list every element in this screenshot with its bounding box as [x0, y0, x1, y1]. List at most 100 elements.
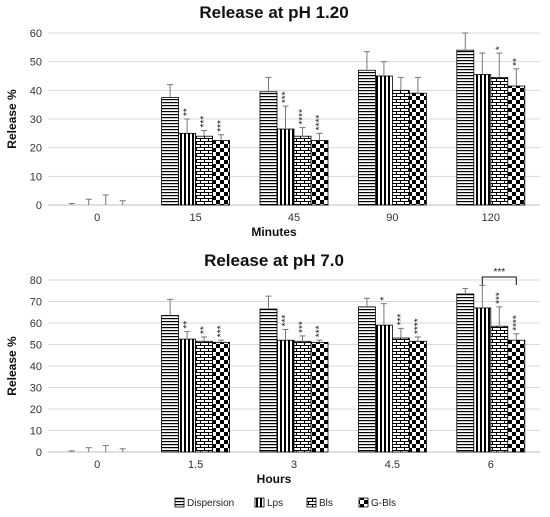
legend-item-g-bls: G-Bls [358, 497, 396, 509]
significance-mark: *** [281, 315, 292, 327]
bar-g-bls [408, 92, 427, 206]
y-tick-label: 40 [30, 361, 42, 373]
legend-item-dispersion: Dispersion [174, 497, 234, 509]
significance-mark: **** [315, 115, 326, 131]
bar-dispersion [357, 306, 376, 453]
bar-lps [276, 339, 295, 453]
significance-mark: *** [199, 116, 210, 128]
significance-mark: ** [182, 321, 193, 329]
chart-panel-1: Release at pH 1.20 0 10 20 30 40 50 60 Release %… [5, 3, 540, 239]
significance-mark: **** [413, 318, 424, 334]
y-tick-label: 10 [30, 426, 42, 438]
bar-bls [195, 135, 214, 206]
bar-bls [490, 325, 509, 453]
chart-title: Release at pH 1.20 [199, 3, 348, 22]
bar-lps [374, 75, 393, 206]
x-tick-label: 4.5 [385, 459, 400, 471]
legend-label: G-Bls [371, 498, 396, 509]
y-tick-label: 0 [36, 200, 42, 212]
legend-swatch [306, 497, 317, 508]
significance-mark: **** [511, 315, 522, 331]
y-tick-label: 40 [30, 85, 42, 97]
chart-panel-2: Release at pH 7.001020304050607080Releas… [5, 251, 540, 486]
y-tick-label: 20 [30, 404, 42, 416]
significance-mark: *** [281, 91, 292, 103]
bar-lps [374, 324, 393, 453]
y-tick-label: 50 [30, 57, 42, 69]
bar-g-bls [507, 85, 526, 206]
y-tick-label: 60 [30, 318, 42, 330]
bar-dispersion [259, 308, 278, 453]
legend-label: Lps [267, 498, 283, 509]
significance-mark: **** [298, 109, 309, 125]
bar-lps [178, 338, 197, 453]
legend-label: Dispersion [187, 498, 234, 509]
bar-g-bls [408, 340, 427, 453]
y-tick-label: 20 [30, 143, 42, 155]
x-tick-label: 45 [288, 212, 300, 224]
bar-bls [490, 77, 509, 206]
bar-bls [293, 135, 312, 206]
bar-g-bls [310, 341, 329, 453]
legend-item-bls: Bls [306, 497, 333, 509]
bar-dispersion [161, 97, 180, 206]
bar-g-bls [212, 341, 231, 453]
x-tick-label: 1.5 [188, 459, 203, 471]
bar-dispersion [161, 315, 180, 453]
significance-mark: * [494, 46, 505, 50]
significance-mark: *** [494, 292, 505, 304]
legend-label: Bls [319, 498, 333, 509]
x-tick-label: 0 [94, 459, 100, 471]
bar-bls [391, 337, 410, 453]
x-tick-label: 120 [482, 212, 500, 224]
legend-swatch [254, 497, 265, 508]
bracket-label: *** [493, 267, 505, 278]
bar-g-bls [212, 140, 231, 206]
bracket-line [481, 276, 517, 285]
y-tick-label: 50 [30, 340, 42, 352]
x-tick-label: 3 [291, 459, 297, 471]
significance-mark: ** [182, 108, 193, 116]
bar-bls [391, 89, 410, 206]
legend-swatch [174, 497, 185, 508]
x-axis-label: Minutes [251, 225, 297, 239]
y-tick-label: 70 [30, 297, 42, 309]
x-tick-label: 15 [189, 212, 201, 224]
significance-mark: ** [511, 58, 522, 66]
legend-item-lps: Lps [254, 497, 283, 509]
y-tick-label: 0 [36, 447, 42, 459]
bar-dispersion [259, 91, 278, 206]
x-tick-label: 6 [488, 459, 494, 471]
y-axis-label: Release % [5, 336, 19, 396]
bar-lps [178, 132, 197, 206]
bar-dispersion [456, 293, 475, 453]
bar-g-bls [507, 339, 526, 453]
chart-legend: Dispersion Lps Bls G-Bls [174, 497, 396, 509]
significance-mark: *** [298, 321, 309, 333]
bar-lps [473, 74, 492, 206]
bar-dispersion [357, 69, 376, 206]
significance-mark: *** [396, 314, 407, 326]
significance-mark: ** [199, 326, 210, 334]
y-tick-label: 60 [30, 28, 42, 40]
chart-title: Release at pH 7.0 [204, 251, 344, 270]
y-tick-label: 30 [30, 383, 42, 395]
x-axis-label: Hours [257, 472, 292, 486]
bar-bls [293, 340, 312, 453]
y-tick-label: 80 [30, 275, 42, 287]
bar-bls [195, 340, 214, 453]
significance-bracket: *** [481, 267, 517, 285]
x-tick-label: 90 [386, 212, 398, 224]
y-tick-label: 10 [30, 171, 42, 183]
bar-lps [276, 128, 295, 206]
significance-mark: *** [315, 325, 326, 337]
legend-swatch [358, 497, 369, 508]
significance-mark: * [379, 297, 390, 301]
bar-lps [473, 307, 492, 453]
x-tick-label: 0 [94, 212, 100, 224]
significance-mark: *** [216, 120, 227, 132]
y-tick-label: 30 [30, 114, 42, 126]
significance-mark: *** [216, 325, 227, 337]
